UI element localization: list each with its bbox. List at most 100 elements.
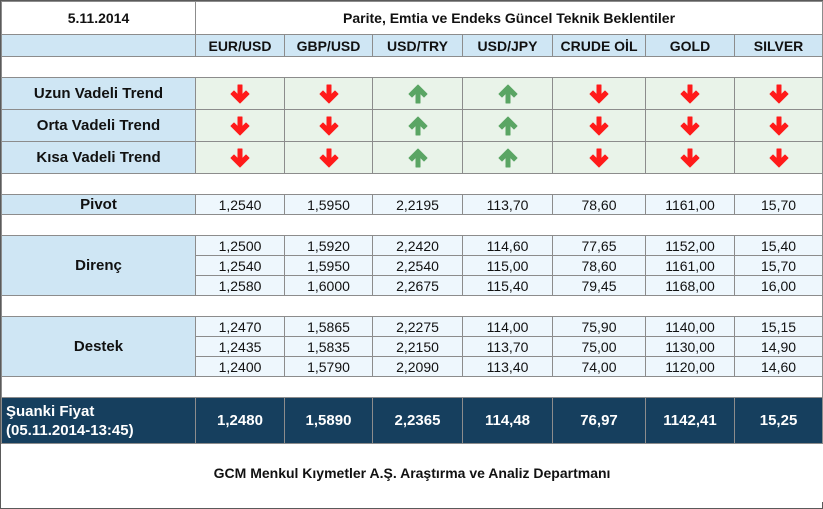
trend-cell — [733, 109, 823, 142]
arrow-down-icon — [769, 148, 789, 167]
resistance-value: 15,40 — [733, 235, 823, 256]
support-value: 2,2275 — [372, 316, 463, 337]
current-price-value: 1,5890 — [284, 397, 373, 444]
support-value: 14,90 — [733, 336, 823, 357]
arrow-up-icon — [498, 116, 517, 135]
pivot-value: 1161,00 — [645, 194, 735, 215]
support-value: 113,70 — [462, 336, 553, 357]
support-label: Destek — [1, 316, 196, 377]
support-row: Destek 1,2470 1,5865 2,2275 114,00 75,90… — [1, 316, 823, 377]
arrow-down-icon — [589, 116, 609, 135]
trend-cell — [372, 109, 463, 142]
trend-cell — [733, 141, 823, 174]
resistance-value: 1,5950 — [284, 255, 373, 276]
resistance-value: 1161,00 — [645, 255, 735, 276]
resistance-value: 1,2580 — [195, 275, 285, 296]
trend-label: Kısa Vadeli Trend — [1, 141, 196, 174]
current-price-value: 15,25 — [733, 397, 823, 444]
arrow-up-icon — [498, 148, 517, 167]
support-value: 1,5790 — [284, 356, 373, 377]
trend-cell — [552, 109, 646, 142]
arrow-up-icon — [498, 84, 517, 103]
trend-cell — [372, 141, 463, 174]
support-value: 2,2150 — [372, 336, 463, 357]
spacer-row — [0, 295, 823, 317]
current-price-value: 76,97 — [552, 397, 646, 444]
resistance-value: 115,40 — [462, 275, 553, 296]
resistance-value: 1,6000 — [284, 275, 373, 296]
current-price-row: Şuanki Fiyat (05.11.2014-13:45) 1,2480 1… — [1, 397, 823, 444]
support-value: 1,5865 — [284, 316, 373, 337]
resistance-value: 2,2540 — [372, 255, 463, 276]
support-value: 1120,00 — [645, 356, 735, 377]
trend-cell — [372, 77, 463, 110]
support-value: 2,2090 — [372, 356, 463, 377]
arrow-down-icon — [230, 148, 250, 167]
resistance-value: 1168,00 — [645, 275, 735, 296]
arrow-up-icon — [408, 84, 427, 103]
column-header: GOLD — [645, 34, 735, 57]
column-header-empty — [1, 34, 196, 57]
pivot-value: 1,2540 — [195, 194, 285, 215]
arrow-down-icon — [230, 84, 250, 103]
resistance-value: 1,2540 — [195, 255, 285, 276]
trend-cell — [552, 77, 646, 110]
resistance-value: 78,60 — [552, 255, 646, 276]
current-price-value: 114,48 — [462, 397, 553, 444]
trend-cell — [552, 141, 646, 174]
resistance-value: 115,00 — [462, 255, 553, 276]
trend-cell — [462, 141, 553, 174]
trend-cell — [645, 141, 735, 174]
trend-cell — [462, 77, 553, 110]
resistance-value: 1,2500 — [195, 235, 285, 256]
trend-row-long: Uzun Vadeli Trend — [1, 77, 823, 110]
arrow-down-icon — [230, 116, 250, 135]
support-value: 1140,00 — [645, 316, 735, 337]
column-header: SILVER — [733, 34, 823, 57]
current-price-value: 2,2365 — [372, 397, 463, 444]
resistance-value: 16,00 — [733, 275, 823, 296]
support-value: 14,60 — [733, 356, 823, 377]
resistance-row: 1,2540 1,5950 2,2540 115,00 78,60 1161,0… — [2, 255, 823, 276]
trend-cell — [645, 77, 735, 110]
pivot-value: 113,70 — [462, 194, 553, 215]
current-price-value: 1,2480 — [195, 397, 285, 444]
pivot-value: 78,60 — [552, 194, 646, 215]
support-value: 15,15 — [733, 316, 823, 337]
support-value: 114,00 — [462, 316, 553, 337]
pivot-row: Pivot 1,2540 1,5950 2,2195 113,70 78,60 … — [1, 194, 823, 215]
trend-cell — [195, 77, 285, 110]
pivot-value: 2,2195 — [372, 194, 463, 215]
support-value: 113,40 — [462, 356, 553, 377]
arrow-up-icon — [408, 148, 427, 167]
column-header: USD/JPY — [462, 34, 553, 57]
arrow-down-icon — [319, 116, 338, 135]
arrow-down-icon — [680, 148, 700, 167]
support-row: 1,2435 1,5835 2,2150 113,70 75,00 1130,0… — [2, 336, 823, 357]
trend-cell — [195, 109, 285, 142]
support-value: 74,00 — [552, 356, 646, 377]
column-header: EUR/USD — [195, 34, 285, 57]
column-header: CRUDE OİL — [552, 34, 646, 57]
arrow-down-icon — [589, 84, 609, 103]
support-value: 75,90 — [552, 316, 646, 337]
resistance-value: 2,2420 — [372, 235, 463, 256]
arrow-down-icon — [769, 84, 789, 103]
trend-row-medium: Orta Vadeli Trend — [1, 109, 823, 142]
arrow-up-icon — [408, 116, 427, 135]
arrow-down-icon — [769, 116, 789, 135]
resistance-value: 15,70 — [733, 255, 823, 276]
pivot-value: 15,70 — [733, 194, 823, 215]
pivot-label: Pivot — [1, 194, 196, 215]
spacer-row — [0, 214, 823, 236]
arrow-down-icon — [680, 84, 700, 103]
trend-label: Uzun Vadeli Trend — [1, 77, 196, 110]
resistance-value: 2,2675 — [372, 275, 463, 296]
support-value: 1130,00 — [645, 336, 735, 357]
support-value: 1,5835 — [284, 336, 373, 357]
support-row: 1,2400 1,5790 2,2090 113,40 74,00 1120,0… — [2, 356, 823, 377]
arrow-down-icon — [319, 148, 338, 167]
trend-cell — [284, 109, 373, 142]
